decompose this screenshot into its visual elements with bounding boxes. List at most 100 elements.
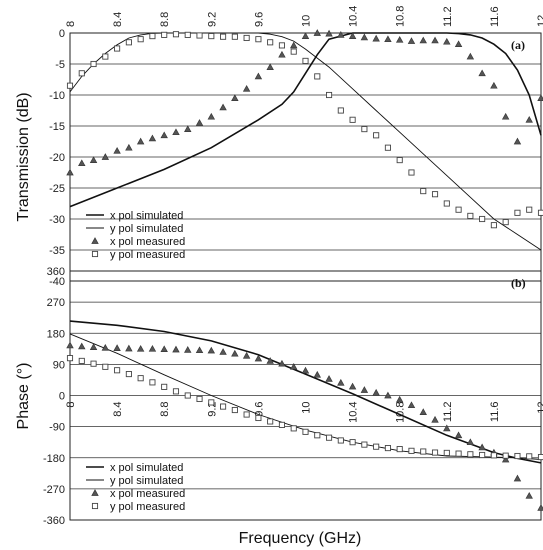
series-x-pol-measured <box>66 29 543 176</box>
data-point <box>337 437 344 444</box>
x-tick-label: 12 <box>536 15 543 27</box>
data-point <box>290 48 297 55</box>
data-point <box>420 188 427 195</box>
data-point <box>301 32 310 39</box>
data-point <box>113 344 121 351</box>
y-tick-label: 0 <box>59 391 65 403</box>
data-point <box>101 153 110 160</box>
data-point <box>243 411 250 418</box>
data-point <box>396 446 403 453</box>
legend-item: y pol measured <box>91 249 185 261</box>
data-point <box>254 354 263 362</box>
series-line <box>69 320 542 464</box>
data-point <box>349 439 356 446</box>
plot-frame <box>69 270 542 521</box>
data-point <box>490 452 497 459</box>
data-point <box>290 41 298 49</box>
data-point <box>255 414 262 422</box>
data-point <box>337 31 345 38</box>
legend-label: y pol measured <box>110 501 185 513</box>
data-point <box>102 363 109 370</box>
data-point <box>136 137 145 145</box>
data-point <box>373 443 380 450</box>
data-point <box>66 355 74 362</box>
legend-label: x pol measured <box>110 488 185 500</box>
y-axis-label: Phase (°) <box>15 363 32 430</box>
panel-label: (b) <box>511 276 526 290</box>
legend-label: y pol simulated <box>110 223 183 235</box>
data-point <box>102 53 109 60</box>
data-point <box>78 342 86 350</box>
legend-item: x pol measured <box>91 236 185 248</box>
data-point <box>301 366 310 374</box>
data-point <box>90 60 97 68</box>
data-point <box>443 37 451 45</box>
data-point <box>302 57 309 64</box>
data-point <box>161 383 168 390</box>
x-tick-label: 8 <box>65 21 77 27</box>
data-point <box>478 69 486 77</box>
data-point <box>302 428 309 435</box>
data-point <box>431 415 439 423</box>
y-tick-label: -25 <box>49 183 65 195</box>
data-point <box>395 395 404 403</box>
data-point <box>408 169 415 176</box>
y-tick-label: -35 <box>49 245 65 257</box>
data-point <box>478 443 486 451</box>
data-point <box>372 388 380 396</box>
data-point <box>326 434 333 441</box>
x-tick-label: 10 <box>301 402 313 414</box>
series-line <box>69 32 542 251</box>
data-point <box>502 452 509 459</box>
y-tick-label: -10 <box>49 90 65 102</box>
legend-item: x pol simulated <box>86 462 183 474</box>
data-point <box>314 432 321 439</box>
x-tick-label: 8.8 <box>159 12 171 27</box>
data-point <box>208 399 215 406</box>
data-point <box>361 126 368 133</box>
data-point <box>231 406 238 414</box>
data-point <box>467 212 474 219</box>
data-point <box>537 454 543 461</box>
data-point <box>66 168 74 176</box>
data-point <box>172 345 180 353</box>
y-tick-label: 270 <box>47 297 65 309</box>
data-point <box>373 132 380 139</box>
data-point <box>455 206 462 213</box>
data-point <box>78 159 86 167</box>
data-point <box>360 386 369 393</box>
x-tick-label: 9.6 <box>253 12 265 27</box>
data-point <box>78 357 85 364</box>
data-point <box>525 115 533 123</box>
y-tick-label: -180 <box>43 453 65 465</box>
data-point <box>137 36 144 43</box>
data-point <box>196 395 203 403</box>
data-point <box>114 45 121 52</box>
data-point <box>161 31 168 38</box>
panel-label: (a) <box>511 38 525 52</box>
data-point <box>66 341 74 349</box>
data-point <box>207 112 216 120</box>
legend-swatch <box>91 489 99 496</box>
y-tick-label: 90 <box>53 359 65 371</box>
data-point <box>266 63 274 70</box>
legend-item: y pol simulated <box>86 223 183 235</box>
data-point <box>466 438 475 446</box>
series-x-pol-simulated <box>69 320 542 464</box>
x-tick-label: 10 <box>301 15 313 27</box>
data-point <box>266 357 274 364</box>
data-point <box>419 408 427 415</box>
data-point <box>114 367 121 374</box>
data-point <box>278 359 286 367</box>
data-point <box>290 425 297 432</box>
data-point <box>490 81 498 89</box>
data-point <box>490 222 497 229</box>
legend-label: y pol measured <box>110 249 185 261</box>
y-tick-label: -30 <box>49 214 65 226</box>
data-point <box>395 36 404 43</box>
data-point <box>254 72 263 80</box>
data-point <box>148 134 157 142</box>
data-point <box>242 351 251 359</box>
